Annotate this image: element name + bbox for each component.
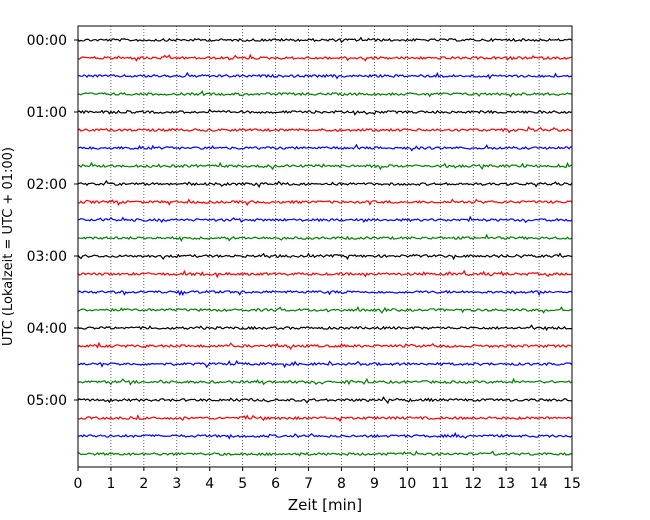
trace-line bbox=[77, 215, 573, 224]
trace-line bbox=[77, 269, 573, 279]
x-tick-label: 10 bbox=[398, 476, 416, 492]
x-tick-label: 14 bbox=[530, 476, 548, 492]
trace-line bbox=[77, 359, 573, 369]
x-tick-label: 3 bbox=[172, 476, 181, 492]
y-tick-label: 01:00 bbox=[27, 105, 67, 121]
trace-line bbox=[77, 53, 573, 62]
x-tick-label: 8 bbox=[337, 476, 346, 492]
trace-line bbox=[77, 108, 573, 116]
x-tick-label: 15 bbox=[563, 476, 581, 492]
trace-line bbox=[77, 341, 573, 351]
trace-line bbox=[77, 161, 573, 171]
x-tick-label: 1 bbox=[106, 476, 115, 492]
trace-line bbox=[77, 414, 573, 423]
trace-line bbox=[77, 71, 573, 80]
trace-line bbox=[77, 289, 573, 297]
y-axis-ticks: 00:00 01:00 02:00 03:00 04:00 05:00 bbox=[27, 33, 78, 409]
trace-line bbox=[77, 36, 573, 44]
trace-line bbox=[77, 396, 573, 405]
x-tick-label: 6 bbox=[271, 476, 280, 492]
trace-line bbox=[77, 305, 573, 314]
trace-line bbox=[77, 450, 573, 457]
trace-line bbox=[77, 431, 573, 440]
trace-line bbox=[77, 125, 573, 134]
y-tick-label: 00:00 bbox=[27, 33, 67, 49]
x-tick-label: 0 bbox=[74, 476, 83, 492]
traces bbox=[77, 36, 573, 457]
y-tick-label: 04:00 bbox=[27, 321, 67, 337]
trace-line bbox=[77, 90, 573, 98]
x-tick-label: 4 bbox=[205, 476, 214, 492]
y-tick-label: 03:00 bbox=[27, 249, 67, 265]
x-tick-label: 9 bbox=[370, 476, 379, 492]
x-tick-label: 7 bbox=[304, 476, 313, 492]
y-tick-label: 02:00 bbox=[27, 177, 67, 193]
plot-frame bbox=[77, 25, 573, 468]
y-axis-label: UTC (Lokalzeit = UTC + 01:00) bbox=[1, 147, 16, 346]
trace-line bbox=[77, 252, 573, 261]
x-axis-label: Zeit [min] bbox=[288, 496, 362, 514]
trace-line bbox=[77, 377, 573, 386]
y-tick-label: 05:00 bbox=[27, 393, 67, 409]
x-tick-label: 13 bbox=[497, 476, 515, 492]
x-axis-ticks: 0 1 2 3 4 5 6 7 8 9 10 11 12 13 14 15 bbox=[74, 467, 581, 492]
trace-line bbox=[77, 179, 573, 189]
x-tick-label: 2 bbox=[139, 476, 148, 492]
x-tick-label: 5 bbox=[238, 476, 247, 492]
x-tick-label: 11 bbox=[431, 476, 449, 492]
trace-line bbox=[77, 143, 573, 152]
x-tick-label: 12 bbox=[464, 476, 482, 492]
trace-line bbox=[77, 233, 573, 243]
trace-line bbox=[77, 198, 573, 207]
trace-line bbox=[77, 324, 573, 332]
